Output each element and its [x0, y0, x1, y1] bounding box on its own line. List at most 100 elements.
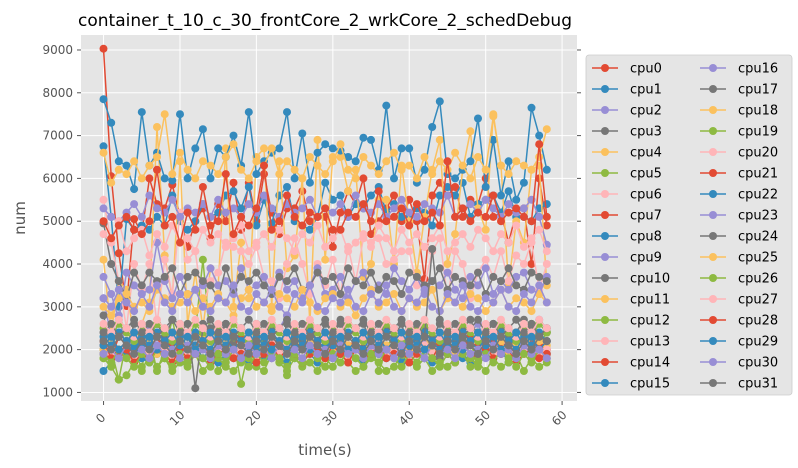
data-point [374, 234, 383, 243]
data-point [367, 217, 375, 226]
data-point [107, 260, 116, 268]
data-point [283, 191, 291, 200]
data-point [137, 337, 146, 346]
legend-marker [601, 190, 609, 198]
data-point [321, 178, 330, 187]
data-point [374, 221, 383, 230]
data-point [412, 358, 421, 367]
data-point [145, 285, 154, 294]
legend-marker [709, 211, 717, 219]
legend-marker [709, 316, 717, 324]
data-point [229, 281, 238, 290]
legend-item: cpu7 [592, 209, 662, 224]
data-point [244, 108, 253, 117]
data-point [390, 354, 398, 363]
data-point [443, 191, 452, 200]
data-point [359, 174, 368, 183]
data-point [321, 277, 330, 286]
data-point [382, 101, 391, 110]
data-point [405, 208, 414, 217]
data-point [497, 217, 505, 226]
data-point [535, 315, 544, 324]
legend-label: cpu13 [630, 335, 670, 350]
data-point [153, 204, 161, 213]
data-point [535, 140, 544, 149]
data-point [321, 204, 330, 213]
data-point [114, 294, 123, 303]
data-point [397, 328, 406, 337]
data-point [428, 123, 437, 131]
data-point [390, 212, 398, 221]
legend-marker [601, 358, 609, 366]
data-point [405, 319, 414, 328]
legend-item: cpu13 [592, 335, 670, 350]
data-point [107, 290, 116, 298]
data-point [313, 349, 322, 358]
data-point [542, 165, 551, 174]
legend-marker [601, 211, 609, 219]
data-point [428, 234, 437, 243]
data-point [252, 337, 261, 346]
data-point [107, 358, 116, 367]
data-point [283, 294, 291, 303]
data-point [519, 367, 528, 375]
data-point [298, 354, 307, 363]
data-point [122, 212, 131, 221]
data-point [443, 290, 452, 298]
data-point [428, 208, 437, 217]
data-point [435, 264, 444, 273]
data-point [305, 358, 314, 367]
data-point [99, 255, 108, 264]
data-point [183, 225, 192, 234]
x-axis-label: time(s) [298, 441, 351, 459]
data-point [283, 157, 291, 166]
data-point [160, 341, 169, 350]
legend-label: cpu14 [630, 356, 670, 371]
data-point [252, 302, 261, 311]
data-point [145, 260, 154, 268]
data-point [305, 208, 314, 217]
data-point [397, 144, 406, 153]
legend-marker [709, 148, 717, 156]
data-point [137, 281, 146, 290]
data-point [382, 195, 391, 204]
data-point [504, 277, 513, 286]
data-point [344, 187, 353, 196]
data-point [160, 174, 169, 183]
data-point [443, 268, 452, 277]
data-point [474, 315, 482, 324]
data-point [183, 234, 192, 243]
data-point [221, 264, 230, 273]
data-point [519, 204, 528, 213]
data-point [198, 367, 207, 375]
data-point [542, 260, 551, 268]
legend-marker [709, 337, 717, 345]
data-point [137, 328, 146, 337]
data-point [458, 204, 467, 213]
data-point [328, 362, 337, 371]
data-point [435, 307, 444, 316]
data-point [405, 144, 414, 153]
data-point [99, 44, 108, 53]
data-point [351, 157, 360, 166]
data-point [519, 319, 528, 328]
data-point [474, 114, 482, 123]
data-point [504, 157, 513, 166]
data-point [191, 384, 200, 393]
data-point [382, 157, 391, 166]
legend-label: cpu4 [630, 146, 662, 161]
data-point [298, 298, 307, 307]
data-point [328, 337, 337, 346]
data-point [153, 212, 161, 221]
data-point [542, 125, 551, 134]
data-point [244, 174, 253, 183]
data-point [183, 298, 192, 307]
data-point [489, 332, 498, 341]
legend-marker [709, 169, 717, 177]
data-point [435, 221, 444, 230]
data-point [390, 341, 398, 350]
data-point [191, 349, 200, 358]
legend-marker [709, 85, 717, 93]
data-point [176, 212, 184, 221]
data-point [237, 324, 246, 333]
